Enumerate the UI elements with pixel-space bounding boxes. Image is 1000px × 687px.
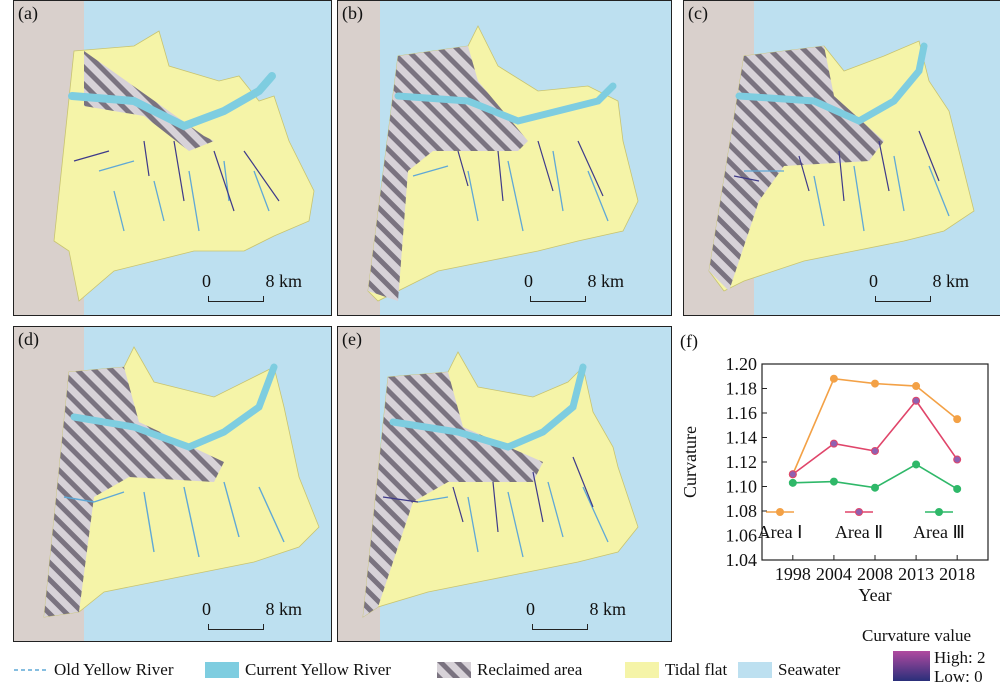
scale-eight: 8 km (589, 599, 626, 619)
map-legend: Old Yellow River Current Yellow River Re… (0, 652, 1000, 685)
y-tick-label: 1.10 (726, 477, 758, 497)
map-panel-a: (a) 0 8 km (13, 0, 332, 316)
map-b (338, 1, 639, 315)
data-point (912, 396, 921, 405)
data-point (953, 455, 962, 464)
panel-label-f: (f) (680, 331, 698, 352)
legend-marker (855, 508, 863, 516)
legend-series-label: Area Ⅰ (758, 522, 803, 542)
data-point (829, 439, 838, 448)
seawater-swatch (738, 662, 772, 678)
legend-reclaimed: Reclaimed area (437, 660, 582, 680)
map-d (14, 327, 320, 641)
scale-bar: 0 8 km (202, 271, 302, 302)
tidal-flat-swatch (625, 662, 659, 678)
legend-label: Seawater (778, 660, 841, 679)
panel-label: (e) (342, 329, 362, 349)
reclaimed-swatch (437, 662, 471, 678)
y-tick-label: 1.18 (726, 379, 758, 399)
legend-current-river: Current Yellow River (205, 660, 391, 680)
scale-eight: 8 km (932, 271, 969, 291)
curvature-chart: 1.04 1.06 1.08 1.10 1.12 1.14 1.16 1.18 1.20 1998… (676, 327, 1000, 607)
data-point (912, 460, 921, 469)
map-panel-d: (d) 0 8 km (13, 326, 332, 642)
scale-bar: 0 8 km (526, 599, 626, 630)
plot-frame (761, 363, 989, 561)
y-axis-label: Curvature (680, 426, 700, 498)
scale-eight: 8 km (265, 271, 302, 291)
x-tick-label: 2013 (898, 564, 934, 584)
x-axis-label: Year (858, 585, 891, 605)
legend-seawater: Seawater (738, 660, 840, 680)
y-tick-label: 1.04 (726, 550, 758, 570)
legend-series-label: Area Ⅲ (913, 522, 965, 542)
legend-label: Old Yellow River (54, 660, 174, 679)
curvature-high-label: High: 2 (934, 648, 986, 667)
y-tick-label: 1.08 (726, 501, 758, 521)
panel-label: (c) (688, 3, 708, 23)
curvature-low-label: Low: 0 (934, 667, 983, 686)
legend-old-river: Old Yellow River (14, 660, 173, 680)
data-point (953, 415, 962, 424)
data-point (871, 483, 879, 492)
data-point (788, 470, 797, 479)
x-tick-label: 1998 (775, 564, 811, 584)
x-tick-label: 2018 (939, 564, 975, 584)
legend-label: Current Yellow River (245, 660, 391, 679)
data-point (829, 477, 838, 486)
old-river-swatch (14, 669, 48, 671)
legend-tidal-flat: Tidal flat (625, 660, 727, 680)
data-point (788, 478, 797, 487)
legend-label: Tidal flat (665, 660, 728, 679)
y-tick-label: 1.12 (726, 452, 758, 472)
scale-eight: 8 km (265, 599, 302, 619)
legend-series-label: Area Ⅱ (835, 522, 883, 542)
y-tick-label: 1.20 (726, 354, 758, 374)
scale-zero: 0 (202, 599, 211, 619)
scale-zero: 0 (869, 271, 878, 291)
legend-marker (935, 508, 943, 516)
data-point (829, 374, 838, 383)
scale-bar: 0 8 km (869, 271, 969, 302)
map-c (684, 1, 975, 315)
map-a (14, 1, 315, 315)
map-panel-c: (c) 0 8 km (683, 0, 1000, 316)
data-point (871, 446, 879, 455)
legend-label: Reclaimed area (477, 660, 583, 679)
curvature-value-title: Curvature value (862, 626, 972, 645)
curvature-chart-svg: 1.04 1.06 1.08 1.10 1.12 1.14 1.16 1.18 1.20 1998… (680, 331, 989, 605)
scale-bar: 0 8 km (202, 599, 302, 630)
legend-marker (776, 508, 784, 516)
curvature-color-ramp (893, 651, 930, 681)
map-panel-e: (e) 0 8 km (337, 326, 672, 642)
data-point (912, 382, 921, 391)
current-river-swatch (205, 662, 239, 678)
data-point (871, 379, 879, 388)
panel-label: (b) (342, 3, 363, 23)
panel-label: (d) (18, 329, 39, 349)
scale-bar: 0 8 km (524, 271, 624, 302)
y-tick-label: 1.06 (726, 526, 758, 546)
scale-zero: 0 (526, 599, 535, 619)
data-point (953, 484, 962, 493)
scale-zero: 0 (524, 271, 533, 291)
y-tick-label: 1.14 (726, 428, 758, 448)
x-tick-label: 2004 (816, 564, 852, 584)
panel-label: (a) (18, 3, 38, 23)
map-panel-b: (b) 0 8 km (337, 0, 672, 316)
scale-eight: 8 km (587, 271, 624, 291)
map-e (338, 327, 639, 641)
x-tick-label: 2008 (857, 564, 893, 584)
scale-zero: 0 (202, 271, 211, 291)
y-tick-label: 1.16 (726, 403, 758, 423)
